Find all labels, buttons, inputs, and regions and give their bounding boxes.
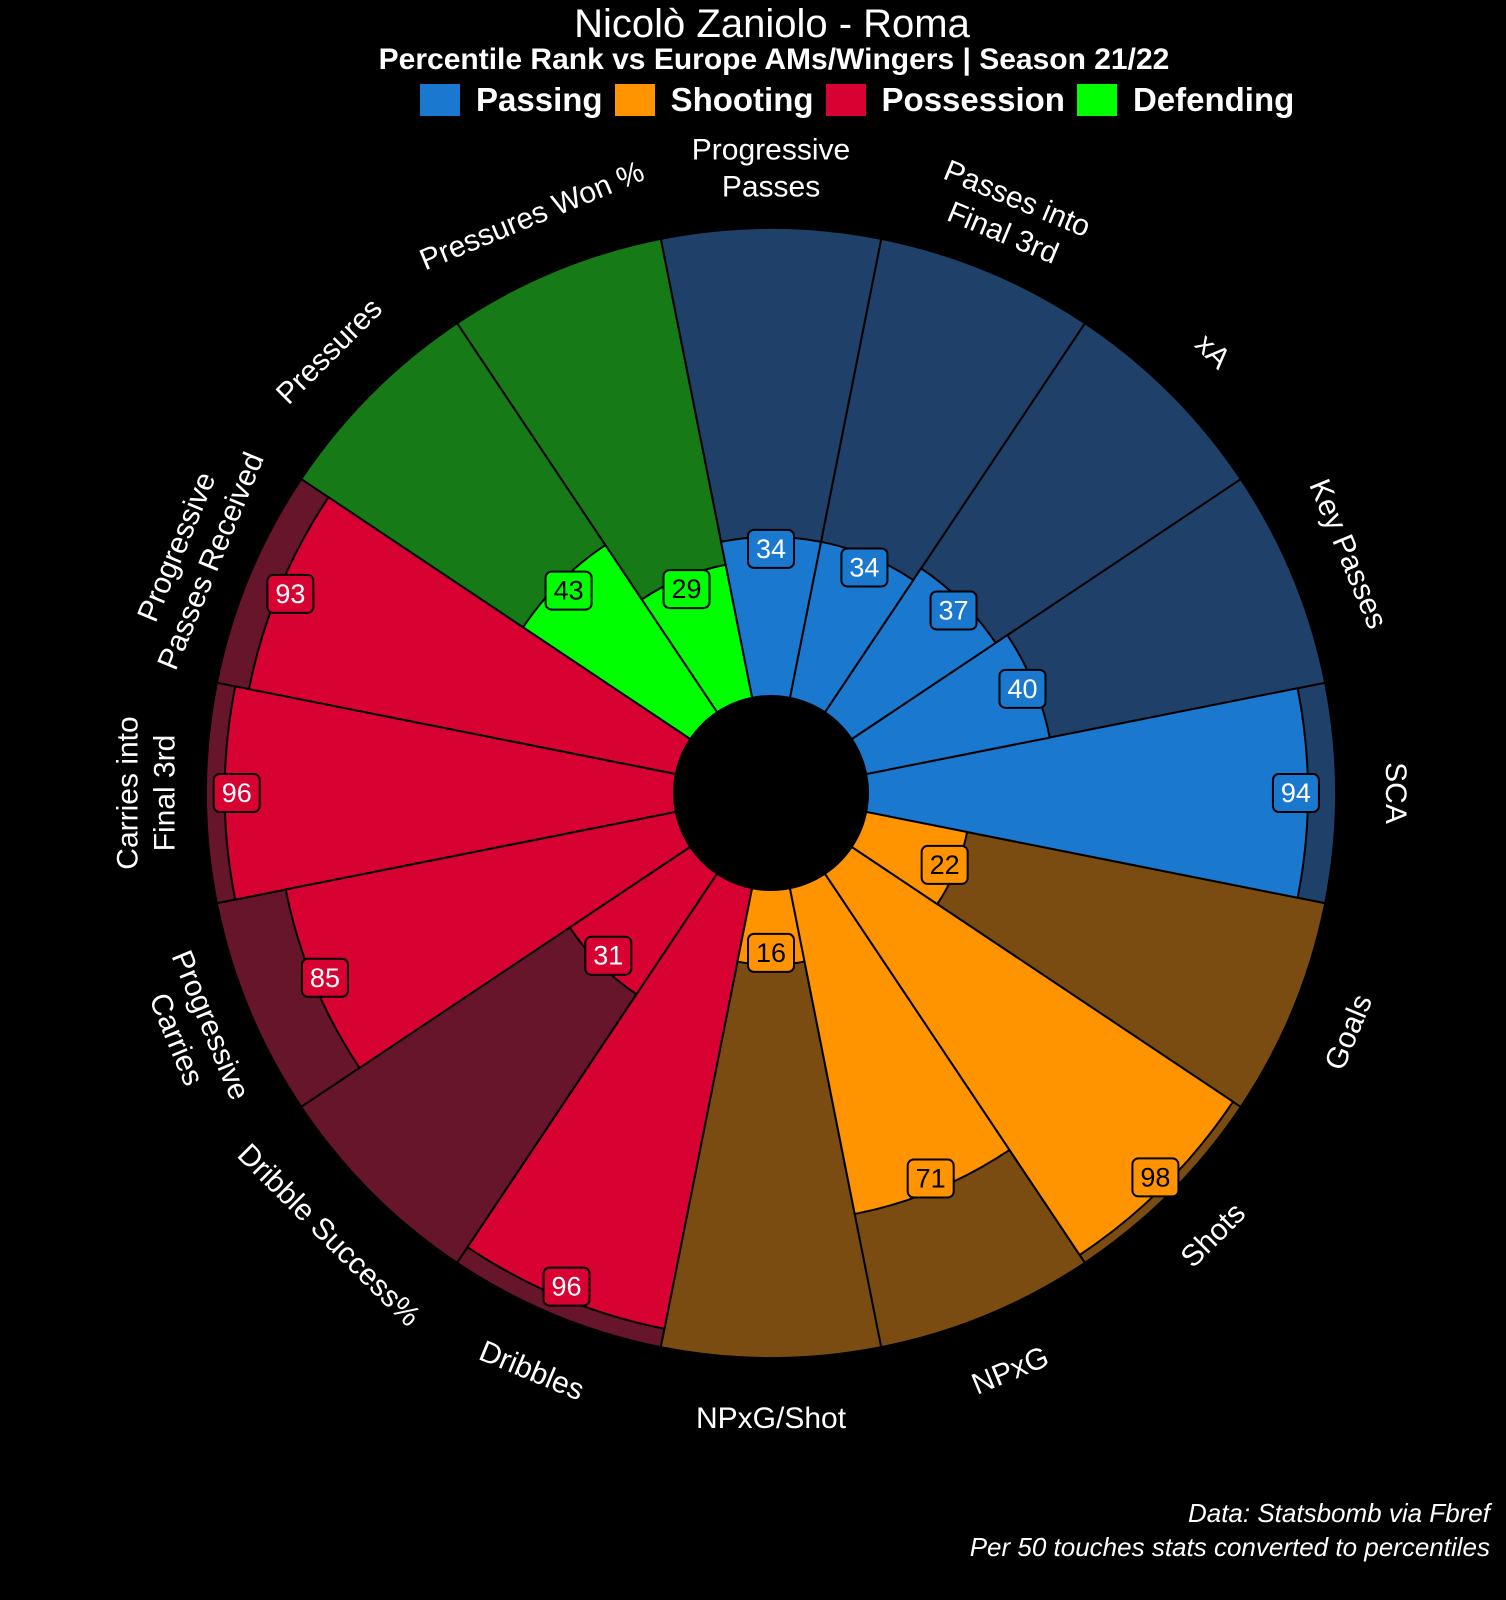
value-box-progressive-carries <box>300 957 349 998</box>
value-label-pressures: 43 <box>544 570 593 611</box>
value-label-passes-into-final-3rd: 34 <box>840 547 889 588</box>
value-boxes: 94 40 37 34 34 29 43 93 96 85 31 96 16 71 98 22 <box>212 528 1320 1307</box>
legend-label-possession: Possession <box>881 81 1065 118</box>
value-label-xa: 37 <box>929 590 978 631</box>
value-box-goals <box>920 844 969 885</box>
legend: Passing Shooting Possession Defending <box>420 80 1306 120</box>
center-hole <box>674 696 868 890</box>
footer-source: Data: Statsbomb via Fbref <box>1187 1498 1490 1528</box>
value-label-goals: 22 <box>920 844 969 885</box>
value-label-sca: 94 <box>1271 773 1320 813</box>
param-label-key-passes: Key Passes <box>1302 475 1393 634</box>
value-text-npxg-shot: 16 <box>756 938 786 968</box>
value-box-dribble-success-pct <box>584 935 633 976</box>
value-text-pressures-won-pct: 29 <box>672 574 702 604</box>
value-label-dribble-success-pct: 31 <box>584 935 633 976</box>
legend-swatch-shooting <box>614 84 655 116</box>
value-text-sca: 94 <box>1281 778 1311 808</box>
legend-item-shooting: Shooting <box>614 81 814 119</box>
value-text-dribbles: 96 <box>552 1272 582 1302</box>
value-text-key-passes: 40 <box>1007 674 1037 704</box>
legend-item-possession: Possession <box>825 81 1065 119</box>
value-text-progressive-passes: 34 <box>756 534 786 564</box>
value-box-npxg-shot <box>747 932 795 973</box>
param-label-npxg-shot: NPxG/Shot <box>696 1402 847 1435</box>
legend-item-defending: Defending <box>1076 81 1295 119</box>
value-text-pressures: 43 <box>554 576 584 606</box>
footer-note: Per 50 touches stats converted to percen… <box>969 1532 1490 1562</box>
value-label-npxg-shot: 16 <box>747 932 795 973</box>
param-label-dribbles: Dribbles <box>474 1335 588 1408</box>
legend-label-passing: Passing <box>476 81 603 118</box>
value-text-shots: 98 <box>1140 1162 1170 1192</box>
value-label-carries-into-final-3rd: 96 <box>212 773 261 813</box>
value-box-progressive-passes <box>747 528 795 569</box>
value-box-xa <box>929 590 978 631</box>
chart-title: Nicolò Zaniolo - Roma <box>574 2 970 46</box>
value-label-progressive-passes: 34 <box>747 528 795 569</box>
value-box-sca <box>1271 773 1320 813</box>
param-label-shots: Shots <box>1175 1197 1253 1275</box>
legend-swatch-passing <box>420 84 460 116</box>
value-text-progressive-passes-received: 93 <box>275 579 305 609</box>
value-box-dribbles <box>542 1266 591 1307</box>
chart-subtitle: Percentile Rank vs Europe AMs/Wingers | … <box>378 43 1170 76</box>
value-label-progressive-carries: 85 <box>300 957 349 998</box>
value-label-shots: 98 <box>1131 1157 1180 1198</box>
value-box-shots <box>1131 1157 1180 1198</box>
legend-swatch-defending <box>1076 84 1117 116</box>
value-label-npxg: 71 <box>906 1158 955 1199</box>
value-box-carries-into-final-3rd <box>212 773 261 813</box>
value-box-key-passes <box>998 668 1047 709</box>
footer: Data: Statsbomb via Fbref Per 50 touches… <box>970 1496 1490 1564</box>
value-label-pressures-won-pct: 29 <box>662 569 711 610</box>
value-box-npxg <box>906 1158 955 1199</box>
param-label-sca: SCA <box>1379 762 1412 824</box>
value-box-passes-into-final-3rd <box>840 547 889 588</box>
value-text-carries-into-final-3rd: 96 <box>222 778 252 808</box>
value-label-key-passes: 40 <box>998 668 1047 709</box>
legend-swatch-possession <box>825 84 866 116</box>
slice-values <box>223 495 1309 1330</box>
legend-item-passing: Passing <box>420 81 603 119</box>
legend-label-defending: Defending <box>1132 81 1295 118</box>
param-label-goals: Goals <box>1319 990 1379 1075</box>
param-label-xa: xA <box>1189 327 1237 375</box>
value-text-npxg: 71 <box>916 1164 946 1194</box>
value-text-goals: 22 <box>930 850 960 880</box>
value-text-passes-into-final-3rd: 34 <box>849 552 879 582</box>
value-box-pressures <box>544 570 593 611</box>
param-label-carries-into-final-3rd: Carries into Final 3rd <box>112 716 182 869</box>
value-label-dribbles: 96 <box>542 1266 591 1307</box>
value-box-pressures-won-pct <box>662 569 711 610</box>
value-text-dribble-success-pct: 31 <box>593 941 623 971</box>
param-label-npxg: NPxG <box>967 1340 1054 1401</box>
value-text-xa: 37 <box>939 595 969 625</box>
value-box-progressive-passes-received <box>266 573 315 614</box>
legend-label-shooting: Shooting <box>670 81 814 118</box>
value-label-progressive-passes-received: 93 <box>266 573 315 614</box>
param-label-progressive-passes: Progressive Passes <box>692 134 850 204</box>
value-text-progressive-carries: 85 <box>310 963 340 993</box>
